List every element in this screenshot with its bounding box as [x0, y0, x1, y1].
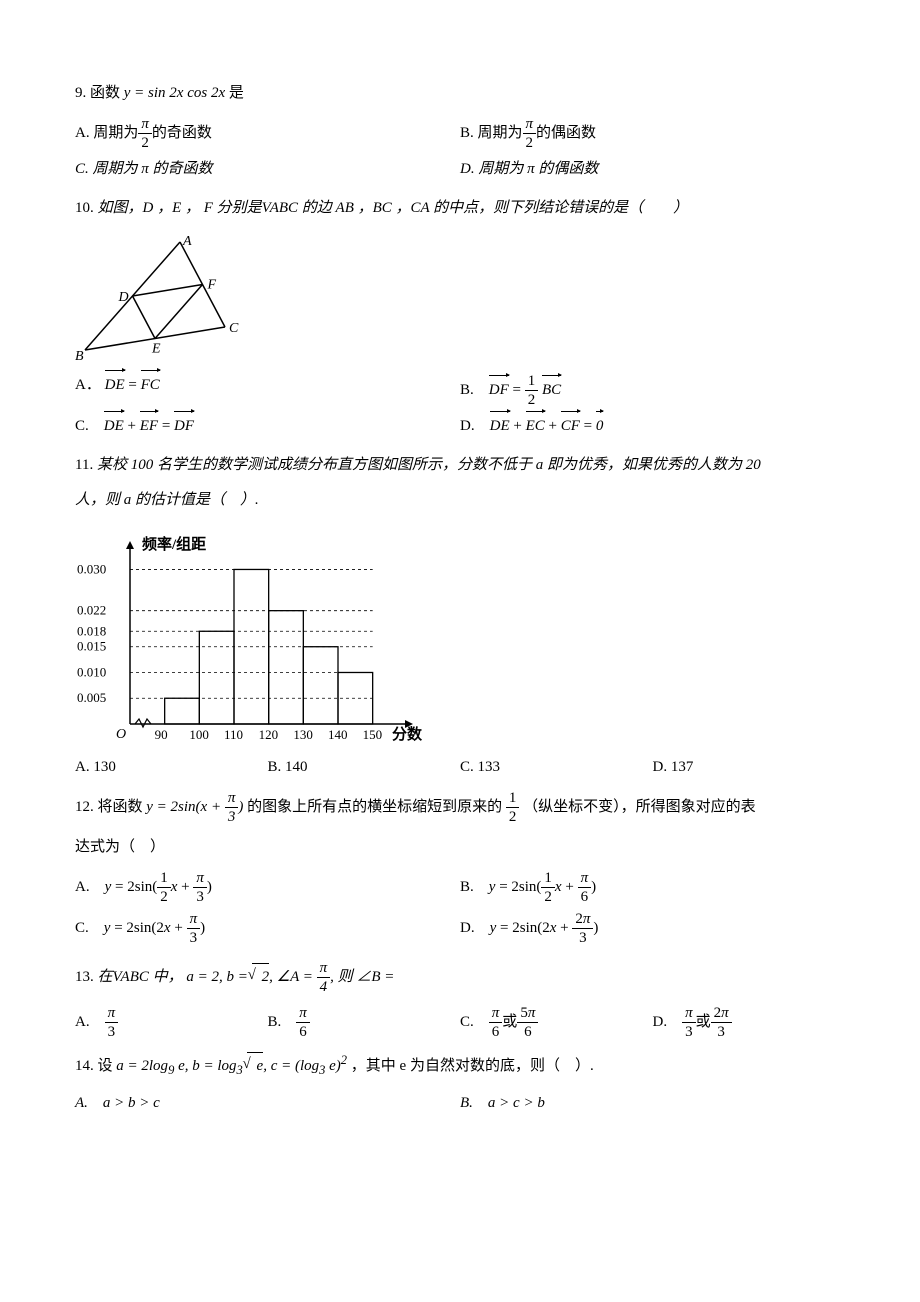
- q10-opt-a: A． DE = FC: [75, 372, 460, 409]
- q13-opt-d: D. π3或2π3: [653, 1004, 846, 1041]
- q12-opt-c: C. y = 2sin(2x + π3): [75, 910, 460, 947]
- svg-text:0.015: 0.015: [77, 639, 106, 654]
- q12-opt-b: B. y = 2sin(12x + π6): [460, 869, 845, 906]
- histogram-svg: O 0.005 0.010 0.0150.018 0.022 0.030 90 100 110 1…: [75, 534, 435, 749]
- q14-options: A. a > b > c B. a > c > b: [75, 1090, 845, 1121]
- q9-opt-c: C. 周期为 π 的奇函数: [75, 156, 460, 183]
- q10-opt-d: D. DE + EC + CF = 0: [460, 413, 845, 440]
- svg-text:110: 110: [224, 727, 243, 742]
- svg-text:0.018: 0.018: [77, 623, 106, 638]
- q13-options: A. π3 B. π6 C. π6或5π6 D. π3或2π3: [75, 1004, 845, 1041]
- q10-opt-c: C. DE + EF = DF: [75, 413, 460, 440]
- svg-text:频率/组距: 频率/组距: [142, 535, 206, 553]
- q11-opt-c: C. 133: [460, 754, 653, 781]
- svg-text:90: 90: [155, 727, 168, 742]
- q12-num: 12.: [75, 799, 94, 815]
- svg-text:O: O: [116, 727, 126, 742]
- svg-text:0.010: 0.010: [77, 664, 106, 679]
- q12-opt-d: D. y = 2sin(2x + 2π3): [460, 910, 845, 947]
- q10-num: 10.: [75, 200, 94, 216]
- question-12: 12. 将函数 y = 2sin(x + π3) 的图象上所有点的横坐标缩短到原…: [75, 789, 845, 826]
- q10-stem: 如图，D ，E ， F 分别是VABC 的边 AB ，BC ，CA 的中点，则下…: [98, 200, 689, 216]
- question-9: 9. 函数 y = sin 2x cos 2x 是: [75, 80, 845, 107]
- q13-num: 13.: [75, 969, 94, 985]
- svg-text:100: 100: [189, 727, 209, 742]
- q13-opt-c: C. π6或5π6: [460, 1004, 653, 1041]
- q9-stem-post: 是: [229, 85, 244, 101]
- q9-opt-d: D. 周期为 π 的偶函数: [460, 156, 845, 183]
- q11-opt-b: B. 140: [268, 754, 461, 781]
- svg-text:B: B: [75, 349, 84, 362]
- q11-stem2: 人，则 a 的估计值是（ ）.: [75, 492, 259, 508]
- q14-num: 14.: [75, 1058, 94, 1074]
- q9-math: y = sin 2x cos 2x: [124, 85, 225, 101]
- q10-triangle-diagram: A B C D E F: [75, 232, 845, 362]
- q12-options: A. y = 2sin(12x + π3) B. y = 2sin(12x + …: [75, 869, 845, 951]
- q11-num: 11.: [75, 457, 93, 473]
- svg-text:E: E: [151, 342, 161, 357]
- q12-stem3-row: 达式为（ ）: [75, 834, 845, 861]
- svg-text:C: C: [229, 321, 239, 336]
- triangle-svg: A B C D E F: [75, 232, 245, 362]
- q11-options: A. 130 B. 140 C. 133 D. 137: [75, 754, 845, 781]
- svg-text:140: 140: [328, 727, 348, 742]
- q13-opt-b: B. π6: [268, 1004, 461, 1041]
- question-14: 14. 设 a = 2log9 e, b = log3 e, c = (log3…: [75, 1049, 845, 1082]
- q13-opt-a: A. π3: [75, 1004, 268, 1041]
- q11-opt-a: A. 130: [75, 754, 268, 781]
- svg-text:分数: 分数: [392, 725, 423, 743]
- q9-stem-pre: 函数: [90, 85, 124, 101]
- question-13: 13. 在VABC 中， a = 2, b = 2, ∠A = π4, 则 ∠B…: [75, 959, 845, 996]
- q11-opt-d: D. 137: [653, 754, 846, 781]
- q11-stem2-row: 人，则 a 的估计值是（ ）.: [75, 487, 845, 514]
- svg-text:0.022: 0.022: [77, 603, 106, 618]
- q10-opt-b: B. DF = 12 BC: [460, 372, 845, 409]
- svg-text:0.005: 0.005: [77, 690, 106, 705]
- q9-options: A. 周期为π2的奇函数 B. 周期为π2的偶函数 C. 周期为 π 的奇函数 …: [75, 115, 845, 187]
- q14-opt-b: B. a > c > b: [460, 1090, 845, 1117]
- q10-options: A． DE = FC B. DF = 12 BC C. DE + EF = DF…: [75, 372, 845, 444]
- svg-text:120: 120: [259, 727, 279, 742]
- q9-opt-b: B. 周期为π2的偶函数: [460, 115, 845, 152]
- svg-text:150: 150: [363, 727, 383, 742]
- svg-text:D: D: [118, 290, 129, 305]
- q14-opt-a: A. a > b > c: [75, 1090, 460, 1117]
- q9-num: 9.: [75, 85, 86, 101]
- q9-opt-a: A. 周期为π2的奇函数: [75, 115, 460, 152]
- question-10: 10. 如图，D ，E ， F 分别是VABC 的边 AB ，BC ，CA 的中…: [75, 195, 845, 222]
- svg-text:F: F: [207, 278, 217, 293]
- svg-text:130: 130: [293, 727, 313, 742]
- svg-text:A: A: [182, 234, 192, 249]
- svg-text:0.030: 0.030: [77, 561, 106, 576]
- question-11: 11. 某校 100 名学生的数学测试成绩分布直方图如图所示，分数不低于 a 即…: [75, 452, 845, 479]
- q11-stem1: 某校 100 名学生的数学测试成绩分布直方图如图所示，分数不低于 a 即为优秀，…: [97, 457, 761, 473]
- q12-opt-a: A. y = 2sin(12x + π3): [75, 869, 460, 906]
- q11-histogram: O 0.005 0.010 0.0150.018 0.022 0.030 90 100 110 1…: [75, 534, 845, 749]
